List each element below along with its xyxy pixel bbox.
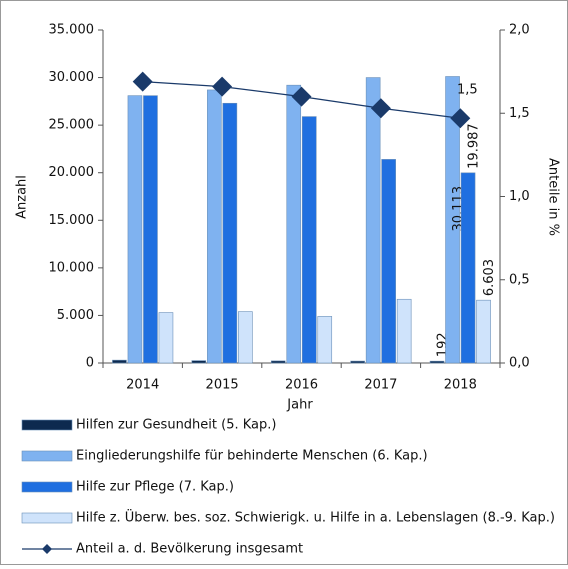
bar xyxy=(350,360,365,364)
legend-label: Hilfen zur Gesundheit (5. Kap.) xyxy=(76,418,276,433)
bar xyxy=(222,102,238,364)
bar xyxy=(238,311,253,364)
y-tick-label: 15.000 xyxy=(49,213,95,228)
legend-marker xyxy=(42,544,52,554)
y2-tick-label: 2,0 xyxy=(509,23,530,38)
marker xyxy=(132,71,153,92)
legend-swatch xyxy=(21,481,73,493)
y-tick-label: 20.000 xyxy=(49,165,95,180)
bar xyxy=(460,172,476,364)
bar xyxy=(476,299,491,364)
y-tick-label: 25.000 xyxy=(49,118,95,133)
bar xyxy=(127,95,143,364)
marker xyxy=(370,98,391,119)
x-tick-label: 2017 xyxy=(364,378,397,393)
x-tick-label: 2014 xyxy=(126,378,159,393)
y-tick-label: 5.000 xyxy=(57,308,94,323)
y2-tick-label: 0,0 xyxy=(509,356,530,371)
y2-tick-label: 1,0 xyxy=(509,189,530,204)
bar xyxy=(445,76,460,364)
bar xyxy=(112,359,127,364)
bar xyxy=(429,360,445,364)
y2-tick-label: 1,5 xyxy=(509,106,530,121)
legend-label: Hilfe z. Überw. bes. soz. Schwierigk. u.… xyxy=(76,509,555,526)
x-tick-label: 2018 xyxy=(444,378,477,393)
legend-swatch xyxy=(21,419,73,431)
y2-tick-label: 0,5 xyxy=(509,272,530,287)
bar xyxy=(317,316,333,364)
legend-label: Hilfe zur Pflege (7. Kap.) xyxy=(76,480,234,495)
y-tick-label: 35.000 xyxy=(49,23,95,38)
x-tick-label: 2015 xyxy=(206,378,239,393)
bar xyxy=(365,77,381,364)
y-tick-label: 30.000 xyxy=(49,70,95,85)
data-label: 6.603 xyxy=(482,259,497,296)
marker xyxy=(291,86,312,107)
y2-axis-title: Anteile in % xyxy=(546,158,561,236)
y-tick-label: 10.000 xyxy=(49,260,95,275)
x-axis-title: Jahr xyxy=(286,398,313,413)
y-tick-label: 0 xyxy=(86,356,94,371)
marker xyxy=(212,76,233,97)
bar xyxy=(270,360,286,364)
bar xyxy=(191,360,207,364)
bar xyxy=(207,89,222,364)
marker xyxy=(450,108,471,129)
y-axis-title: Anzahl xyxy=(15,175,30,219)
bar xyxy=(301,116,317,364)
legend-swatch xyxy=(21,512,73,524)
bar xyxy=(381,159,396,364)
legend-label: Anteil a. d. Bevölkerung insgesamt xyxy=(76,542,303,557)
x-tick-label: 2016 xyxy=(285,378,318,393)
bar xyxy=(286,84,302,364)
data-label: 1,5 xyxy=(457,83,478,98)
bar xyxy=(396,298,412,364)
data-label: 19.987 xyxy=(467,123,482,169)
bar xyxy=(158,312,174,364)
legend-swatch xyxy=(21,450,73,462)
legend-label: Eingliederungshilfe für behinderte Mensc… xyxy=(76,449,428,464)
bar xyxy=(143,95,158,364)
